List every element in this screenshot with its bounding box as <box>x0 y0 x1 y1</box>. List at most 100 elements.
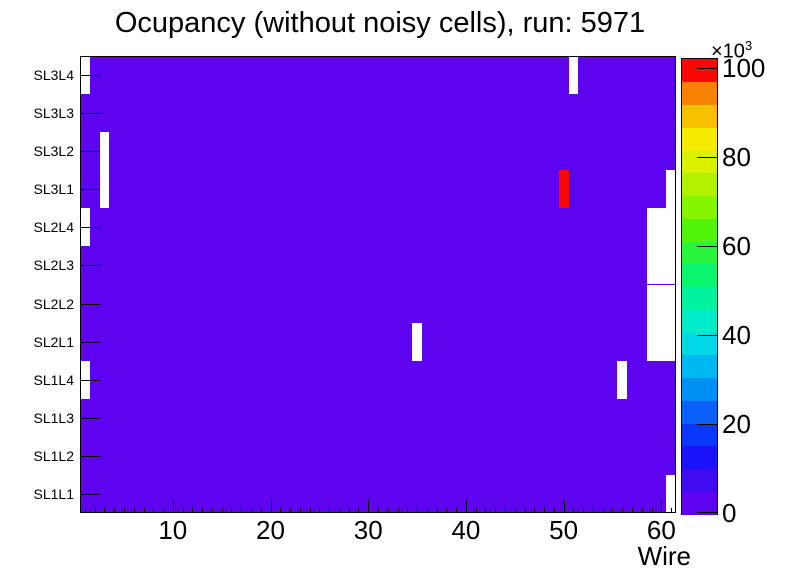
x-minor-tick <box>202 508 204 513</box>
colorbar-band <box>682 263 717 287</box>
x-minor-tick <box>544 508 546 513</box>
x-major-tick <box>465 500 467 513</box>
y-axis-label: SL1L1 <box>33 485 74 502</box>
x-major-tick <box>563 500 565 513</box>
y-tick <box>80 417 100 419</box>
y-tick <box>80 493 100 495</box>
empty-cell <box>666 322 676 361</box>
empty-cell <box>80 208 90 247</box>
y-axis-label: SL3L1 <box>33 181 74 198</box>
x-axis-tick-label: 30 <box>353 515 383 545</box>
y-axis-label: SL3L2 <box>33 143 74 160</box>
y-axis-label: SL2L4 <box>33 219 74 236</box>
empty-cell <box>666 170 676 209</box>
x-minor-tick <box>163 508 165 513</box>
colorbar-tick <box>697 157 717 159</box>
colorbar-band <box>682 309 717 333</box>
x-minor-tick <box>456 508 458 513</box>
colorbar-band <box>682 332 717 356</box>
x-minor-tick <box>514 508 516 513</box>
x-minor-tick <box>329 508 331 513</box>
colorbar-band <box>682 127 717 151</box>
colorbar <box>681 58 718 515</box>
x-minor-tick <box>534 508 536 513</box>
x-minor-tick <box>573 508 575 513</box>
y-tick <box>80 303 100 305</box>
y-axis-label: SL2L1 <box>33 333 74 350</box>
x-minor-tick <box>602 508 604 513</box>
y-axis-label: SL3L3 <box>33 105 74 122</box>
x-minor-tick <box>426 508 428 513</box>
empty-cell <box>666 208 676 247</box>
colorbar-band <box>682 491 717 515</box>
empty-cell <box>656 208 667 247</box>
empty-cell <box>99 132 110 171</box>
x-minor-tick <box>250 508 252 513</box>
x-axis-tick-label: 20 <box>256 515 285 545</box>
x-minor-tick <box>153 508 155 513</box>
colorbar-multiplier: ×10 <box>711 40 745 63</box>
x-minor-tick <box>211 508 213 513</box>
x-minor-tick <box>231 508 233 513</box>
x-minor-tick <box>475 508 477 513</box>
x-minor-tick <box>485 508 487 513</box>
colorbar-tick <box>697 68 717 70</box>
empty-cell <box>656 246 667 285</box>
x-minor-tick <box>495 508 497 513</box>
colorbar-band <box>682 468 717 492</box>
colorbar-tick <box>697 246 717 248</box>
x-minor-tick <box>378 508 379 513</box>
y-axis-label: SL1L2 <box>33 447 74 464</box>
x-minor-tick <box>260 508 262 513</box>
x-minor-tick <box>358 508 360 513</box>
colorbar-tick-label: 0 <box>722 498 737 528</box>
empty-cell <box>646 208 657 247</box>
x-major-tick <box>661 500 663 513</box>
y-axis-label: SL1L3 <box>33 409 74 426</box>
x-minor-tick <box>280 508 282 513</box>
x-axis-tick-label: 10 <box>158 515 188 545</box>
colorbar-band <box>682 400 717 424</box>
colorbar-band <box>682 218 717 242</box>
x-minor-tick <box>436 508 438 513</box>
empty-cell <box>656 322 667 361</box>
empty-cell <box>99 170 110 209</box>
colorbar-exponent: 3 <box>744 38 753 53</box>
x-minor-tick <box>123 508 125 513</box>
x-major-tick <box>172 500 174 513</box>
x-minor-tick <box>84 508 86 513</box>
empty-cell <box>666 474 676 513</box>
colorbar-band <box>682 172 717 196</box>
empty-cell <box>656 284 667 323</box>
colorbar-band <box>682 81 717 105</box>
empty-cell <box>568 56 579 95</box>
x-minor-tick <box>622 508 624 513</box>
hot-cell <box>558 170 569 209</box>
x-minor-tick <box>407 508 409 513</box>
heatmap-plot-area <box>80 56 676 513</box>
y-tick <box>80 341 100 343</box>
y-tick <box>80 265 100 267</box>
x-minor-tick <box>505 508 507 513</box>
colorbar-band <box>682 423 717 447</box>
colorbar-tick <box>697 512 717 513</box>
colorbar-band <box>682 354 717 378</box>
colorbar-band <box>682 150 717 174</box>
x-minor-tick <box>524 508 526 513</box>
y-tick <box>80 113 100 115</box>
x-axis-tick-label: 50 <box>549 515 579 545</box>
empty-cell <box>617 360 628 399</box>
y-tick <box>80 455 100 457</box>
x-minor-tick <box>221 508 223 513</box>
colorbar-band <box>682 241 717 265</box>
x-major-tick <box>270 500 272 513</box>
empty-cell <box>646 284 657 323</box>
x-minor-tick <box>290 508 292 513</box>
x-minor-tick <box>104 508 106 513</box>
x-minor-tick <box>338 508 340 513</box>
x-minor-tick <box>632 508 634 513</box>
y-axis-label: SL3L4 <box>33 67 74 84</box>
y-tick <box>80 189 100 191</box>
plot-title: Ocupancy (without noisy cells), run: 597… <box>114 7 646 39</box>
